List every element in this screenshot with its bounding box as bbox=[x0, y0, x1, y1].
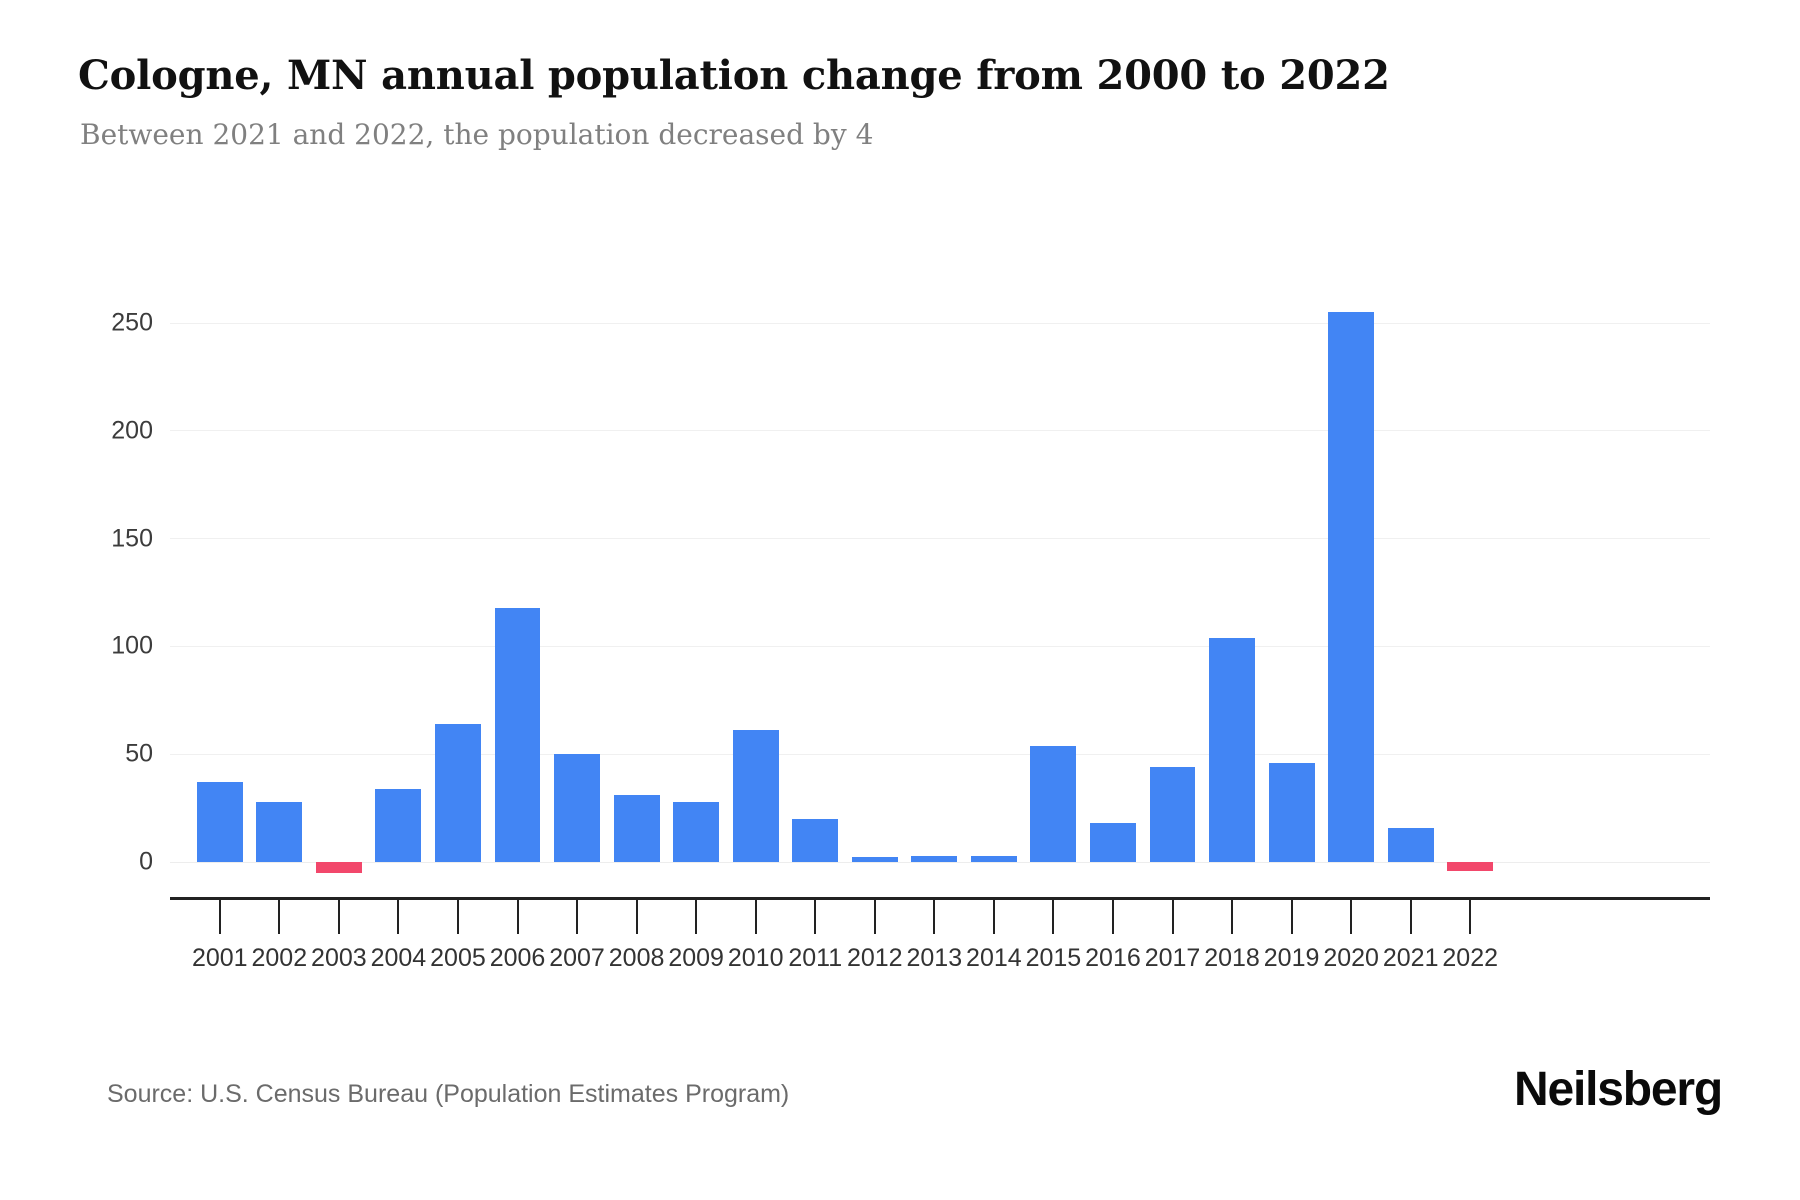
bar[interactable] bbox=[673, 801, 720, 862]
bar[interactable] bbox=[196, 782, 243, 862]
bar[interactable] bbox=[792, 818, 839, 862]
bar[interactable] bbox=[435, 724, 481, 862]
x-axis-tick-mark bbox=[1171, 900, 1174, 934]
x-axis-tick-label: 2016 bbox=[1085, 944, 1141, 972]
x-axis-tick-label: 2017 bbox=[1144, 944, 1201, 972]
x-axis-tick-label: 2005 bbox=[430, 944, 486, 972]
x-axis-tick-mark bbox=[1231, 900, 1234, 934]
page-title: Cologne, MN annual population change fro… bbox=[78, 52, 1390, 99]
x-axis-tick-label: 2002 bbox=[251, 944, 308, 972]
x-axis-tick-label: 2018 bbox=[1204, 944, 1260, 972]
bar[interactable] bbox=[256, 801, 303, 862]
y-axis-tick-label: 100 bbox=[111, 631, 153, 660]
x-axis-tick-mark bbox=[397, 900, 400, 934]
x-axis-tick-mark bbox=[456, 900, 459, 934]
x-axis-tick-mark bbox=[278, 900, 281, 934]
x-axis-line bbox=[170, 897, 1710, 900]
bar[interactable] bbox=[1090, 823, 1136, 862]
x-axis-tick-mark bbox=[1290, 900, 1293, 934]
x-axis-tick-mark bbox=[933, 900, 936, 934]
x-axis-tick-mark bbox=[873, 900, 876, 934]
x-axis-tick-label: 2008 bbox=[608, 944, 665, 972]
x-axis-tick-mark bbox=[1409, 900, 1412, 934]
x-axis-tick-label: 2007 bbox=[549, 944, 605, 972]
bar[interactable] bbox=[1209, 637, 1255, 862]
x-axis-tick-mark bbox=[516, 900, 519, 934]
neilsberg-logo: Neilsberg bbox=[1514, 1063, 1723, 1116]
x-axis-tick-label: 2004 bbox=[370, 944, 427, 972]
x-axis-tick-label: 2013 bbox=[906, 944, 963, 972]
y-axis-tick-label: 50 bbox=[125, 739, 153, 768]
x-axis-tick-label: 2011 bbox=[788, 944, 843, 972]
x-axis-tick-mark bbox=[635, 900, 638, 934]
x-axis-tick-mark bbox=[814, 900, 817, 934]
gridline bbox=[170, 538, 1710, 540]
x-axis-tick-mark bbox=[1469, 900, 1472, 934]
x-axis-tick-mark bbox=[695, 900, 698, 934]
x-axis-tick-label: 2012 bbox=[846, 944, 903, 972]
gridline bbox=[170, 322, 1710, 324]
bar[interactable] bbox=[1447, 862, 1494, 871]
bar[interactable] bbox=[554, 754, 600, 862]
gridline bbox=[170, 645, 1710, 647]
x-axis-tick-label: 2006 bbox=[489, 944, 546, 972]
x-axis-tick-mark bbox=[1111, 900, 1114, 934]
source-note: Source: U.S. Census Bureau (Population E… bbox=[107, 1080, 790, 1108]
zero-gridline bbox=[170, 861, 1710, 863]
x-axis-tick-label: 2003 bbox=[311, 944, 367, 972]
bar[interactable] bbox=[732, 730, 779, 862]
x-axis-tick-label: 2019 bbox=[1263, 944, 1320, 972]
bar[interactable] bbox=[315, 862, 362, 873]
x-axis-tick-mark bbox=[337, 900, 340, 934]
x-axis-tick-mark bbox=[754, 900, 757, 934]
x-axis-tick-mark bbox=[992, 900, 995, 934]
x-axis-tick-mark bbox=[1350, 900, 1353, 934]
bar[interactable] bbox=[970, 855, 1017, 862]
x-axis-tick-mark bbox=[576, 900, 579, 934]
bar[interactable] bbox=[613, 795, 660, 862]
chart-subtitle: Between 2021 and 2022, the population de… bbox=[80, 118, 874, 151]
x-axis-tick-label: 2020 bbox=[1323, 944, 1379, 972]
gridline bbox=[170, 753, 1710, 755]
bar[interactable] bbox=[1268, 762, 1315, 862]
bar[interactable] bbox=[1328, 312, 1375, 862]
x-axis-tick-mark bbox=[1052, 900, 1055, 934]
bar[interactable] bbox=[1149, 767, 1196, 862]
y-axis-tick-label: 200 bbox=[111, 416, 153, 445]
bar[interactable] bbox=[1030, 745, 1077, 862]
y-axis-tick-label: 250 bbox=[111, 308, 153, 337]
x-axis-tick-label: 2015 bbox=[1025, 944, 1082, 972]
x-axis-tick-label: 2001 bbox=[191, 944, 248, 972]
y-axis-tick-label: 150 bbox=[111, 524, 153, 553]
x-axis-tick-label: 2021 bbox=[1382, 944, 1439, 972]
x-axis-tick-label: 2010 bbox=[727, 944, 784, 972]
y-axis-tick-label: 0 bbox=[139, 847, 153, 876]
x-axis-tick-label: 2009 bbox=[668, 944, 724, 972]
bar[interactable] bbox=[851, 857, 898, 862]
x-axis-tick-label: 2022 bbox=[1442, 944, 1499, 972]
x-axis-tick-mark bbox=[218, 900, 221, 934]
gridline bbox=[170, 430, 1710, 432]
x-axis-tick-label: 2014 bbox=[966, 944, 1022, 972]
bar[interactable] bbox=[911, 855, 958, 862]
bar[interactable] bbox=[375, 788, 422, 862]
bar[interactable] bbox=[1387, 827, 1434, 862]
bar[interactable] bbox=[494, 607, 541, 862]
